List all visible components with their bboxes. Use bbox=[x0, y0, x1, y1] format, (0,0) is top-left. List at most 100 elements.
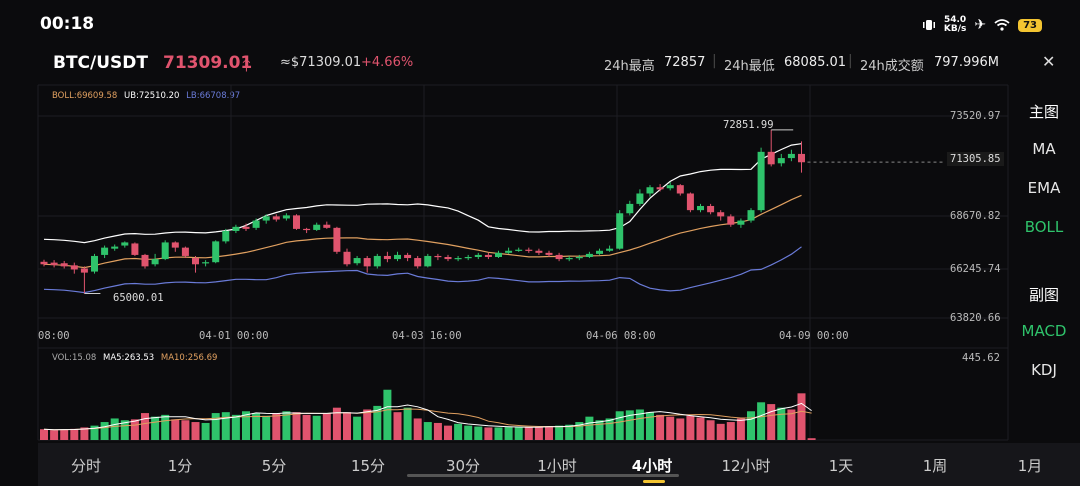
volume-bar bbox=[353, 416, 362, 440]
volume-bar bbox=[585, 416, 594, 440]
price-axis-label: 68670.82 bbox=[950, 210, 1001, 222]
tab-5m[interactable]: 5分 bbox=[261, 457, 287, 475]
volume-bar bbox=[231, 414, 240, 440]
volume-bar bbox=[797, 393, 806, 440]
volume-bar bbox=[403, 407, 412, 440]
boll-lb: LB:66708.97 bbox=[186, 91, 241, 101]
volume-bar bbox=[716, 423, 725, 440]
candle-body bbox=[555, 254, 563, 260]
volume-bar bbox=[70, 428, 79, 440]
volume-bar bbox=[686, 415, 695, 440]
indicator-ema[interactable]: EMA bbox=[1027, 179, 1061, 197]
candle-body bbox=[515, 249, 523, 251]
volume-bar bbox=[807, 438, 816, 440]
tab-1m[interactable]: 1分 bbox=[167, 457, 193, 475]
tab-timeline[interactable]: 分时 bbox=[70, 457, 102, 475]
candle-body bbox=[525, 249, 533, 251]
tab-1h[interactable]: 1小时 bbox=[537, 457, 577, 475]
timeframe-bar bbox=[38, 443, 1080, 486]
candle-body bbox=[424, 255, 432, 267]
candle-body bbox=[40, 261, 48, 265]
volume-bar bbox=[676, 418, 685, 440]
volume-bar bbox=[545, 425, 553, 440]
pair-name[interactable]: BTC/USDT bbox=[53, 53, 148, 73]
indicator-macd[interactable]: MACD bbox=[1021, 322, 1067, 340]
volume-bar bbox=[141, 413, 149, 440]
volume-bar bbox=[40, 429, 48, 440]
candle-body bbox=[394, 254, 401, 260]
close-icon[interactable]: ✕ bbox=[1042, 52, 1056, 71]
candle-body bbox=[474, 254, 482, 257]
volume-bar bbox=[787, 409, 796, 440]
volume-bar bbox=[343, 412, 351, 440]
volume-bar bbox=[757, 402, 766, 440]
volume-bar bbox=[282, 411, 291, 440]
boll-legend: BOLL:69609.58 UB:72510.20 LB:66708.97 bbox=[52, 91, 240, 101]
network-speed-value: 54.0 bbox=[943, 15, 967, 25]
candle-body bbox=[707, 205, 715, 213]
indicator-boll[interactable]: BOLL bbox=[1024, 218, 1064, 236]
candle-body bbox=[616, 213, 624, 249]
candle-body bbox=[717, 212, 725, 217]
candle-body bbox=[686, 193, 694, 211]
time-axis-label: 04-06 08:00 bbox=[586, 330, 656, 342]
volume-bar bbox=[474, 426, 483, 440]
volume-bar bbox=[514, 427, 523, 440]
candle-body bbox=[666, 185, 674, 189]
candle-body bbox=[333, 227, 341, 252]
scroll-indicator[interactable] bbox=[407, 474, 679, 477]
boll-mid-line bbox=[43, 194, 802, 269]
candle-body bbox=[252, 220, 260, 228]
tab-1w[interactable]: 1周 bbox=[922, 457, 948, 475]
volume-bar bbox=[201, 422, 210, 440]
low-annotation: 65000.01 bbox=[113, 292, 164, 304]
main-chart-title: 主图 bbox=[1028, 103, 1059, 121]
wifi-icon bbox=[994, 19, 1010, 31]
candle-body bbox=[414, 258, 422, 267]
candle-body bbox=[50, 262, 58, 266]
candle-body bbox=[757, 151, 765, 211]
candle-body bbox=[737, 220, 745, 225]
tab-4h[interactable]: 4小时 bbox=[631, 457, 673, 475]
candle-body bbox=[798, 153, 805, 163]
volume-bar bbox=[181, 420, 190, 440]
candle-body bbox=[161, 242, 169, 260]
candle-body bbox=[646, 187, 654, 194]
volume-bar bbox=[605, 418, 614, 440]
volume-bar bbox=[191, 422, 200, 440]
candle-body bbox=[676, 185, 684, 194]
volume-bar bbox=[171, 419, 180, 440]
tab-30m[interactable]: 30分 bbox=[445, 457, 481, 475]
volume-bar bbox=[615, 411, 624, 440]
tab-15m[interactable]: 15分 bbox=[350, 457, 386, 475]
current-price-label: 71305.85 bbox=[947, 152, 1004, 166]
volume-bar bbox=[242, 411, 250, 440]
candle-body bbox=[343, 251, 351, 265]
volume-bar bbox=[565, 424, 574, 440]
volume-bar bbox=[534, 427, 543, 440]
volume-bar bbox=[60, 429, 69, 440]
last-price: 71309.01 bbox=[163, 53, 253, 73]
tab-12h[interactable]: 12小时 bbox=[721, 457, 771, 475]
tab-1mo[interactable]: 1月 bbox=[1017, 457, 1043, 475]
volume-bar bbox=[120, 420, 129, 440]
volume-max-label: 445.62 bbox=[962, 352, 1000, 364]
time-axis-label: 08:00 bbox=[38, 330, 70, 342]
price-axis-label: 66245.74 bbox=[950, 263, 1001, 275]
indicator-ma[interactable]: MA bbox=[1032, 140, 1056, 158]
volume-bar bbox=[656, 414, 665, 440]
candle-body bbox=[464, 256, 472, 259]
volume-bar bbox=[130, 419, 139, 440]
candle-body bbox=[565, 258, 573, 260]
candle-body bbox=[80, 268, 88, 273]
candle-body bbox=[131, 243, 139, 255]
candle-body bbox=[202, 262, 210, 264]
airplane-icon: ✈ bbox=[974, 17, 987, 33]
candle-body bbox=[272, 216, 280, 220]
volume-bar bbox=[161, 414, 170, 440]
tab-1d[interactable]: 1天 bbox=[828, 457, 854, 475]
indicator-kdj[interactable]: KDJ bbox=[1031, 361, 1057, 379]
high-value: 72857 bbox=[664, 55, 706, 70]
volume-bar bbox=[332, 407, 341, 440]
